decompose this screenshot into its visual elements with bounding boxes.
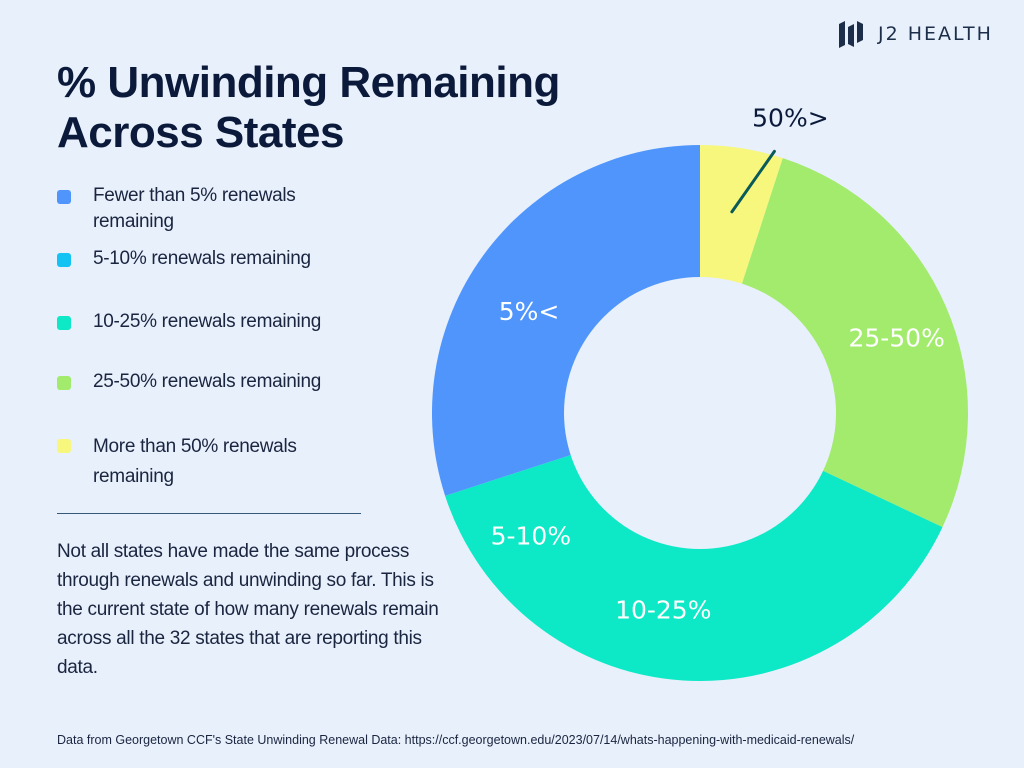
legend-item: 5-10% renewals remaining	[57, 246, 333, 272]
brand-logo: J2 HEALTH	[836, 18, 993, 50]
source-citation: Data from Georgetown CCF's State Unwindi…	[57, 733, 855, 747]
legend-item: 25-50% renewals remaining	[57, 369, 333, 395]
slice-label: 25-50%	[848, 323, 944, 352]
slice-labels: 50%> 25-50% 10-25% 5%< 5-10%	[491, 103, 945, 624]
legend-item: Fewer than 5% renewals remaining	[57, 183, 333, 235]
description-text: Not all states have made the same proces…	[57, 541, 439, 678]
donut-chart: 50%> 25-50% 10-25% 5%< 5-10%	[431, 103, 968, 681]
slice-label: 5%<	[499, 297, 560, 326]
donut-hole	[564, 277, 836, 549]
legend-label: 5-10% renewals remaining	[93, 248, 311, 269]
legend-item: 10-25% renewals remaining	[57, 309, 333, 335]
j2-logo-icon	[839, 21, 863, 48]
page-title: % Unwinding Remaining Across States	[57, 58, 560, 157]
legend-item: More than 50% renewals remaining	[57, 432, 343, 492]
legend-label: More than 50% renewals remaining	[93, 436, 297, 487]
legend-swatch	[57, 190, 71, 204]
legend-label: 10-25% renewals remaining	[93, 311, 322, 332]
legend-swatch	[57, 316, 71, 330]
legend-swatch	[57, 376, 71, 390]
slice-label: 10-25%	[615, 596, 711, 625]
label-leader-line	[730, 149, 776, 214]
brand-name: J2 HEALTH	[878, 23, 993, 45]
legend-label: 25-50% renewals remaining	[93, 371, 322, 392]
legend-swatch	[57, 439, 71, 453]
legend-swatch	[57, 253, 71, 267]
slice-label: 5-10%	[491, 521, 572, 550]
slice-label: 50%>	[752, 103, 829, 132]
legend-label: Fewer than 5% renewals remaining	[93, 185, 296, 232]
divider	[57, 513, 361, 514]
